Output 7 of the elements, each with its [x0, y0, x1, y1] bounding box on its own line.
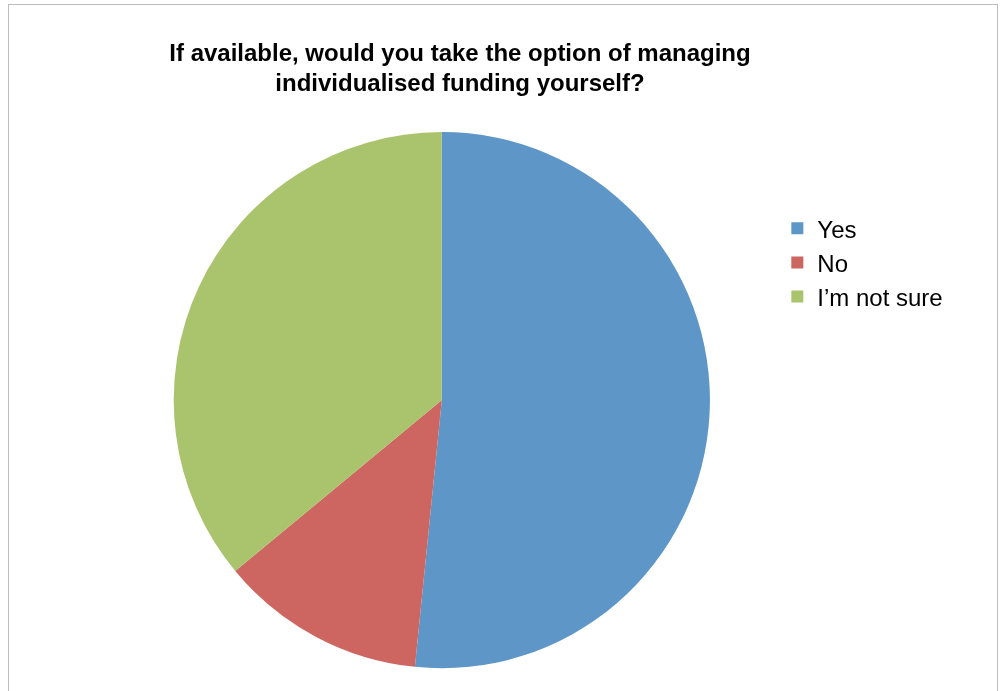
chart-title: If available, would you take the option of managing individualised funding yourself? — [168, 38, 752, 98]
pie-slice — [414, 131, 710, 669]
legend-label: I’m not sure — [817, 283, 943, 311]
legend-label: No — [817, 249, 849, 277]
pie-slice — [235, 400, 442, 667]
legend-label: Yes — [817, 215, 857, 243]
pie-slice — [174, 131, 442, 571]
